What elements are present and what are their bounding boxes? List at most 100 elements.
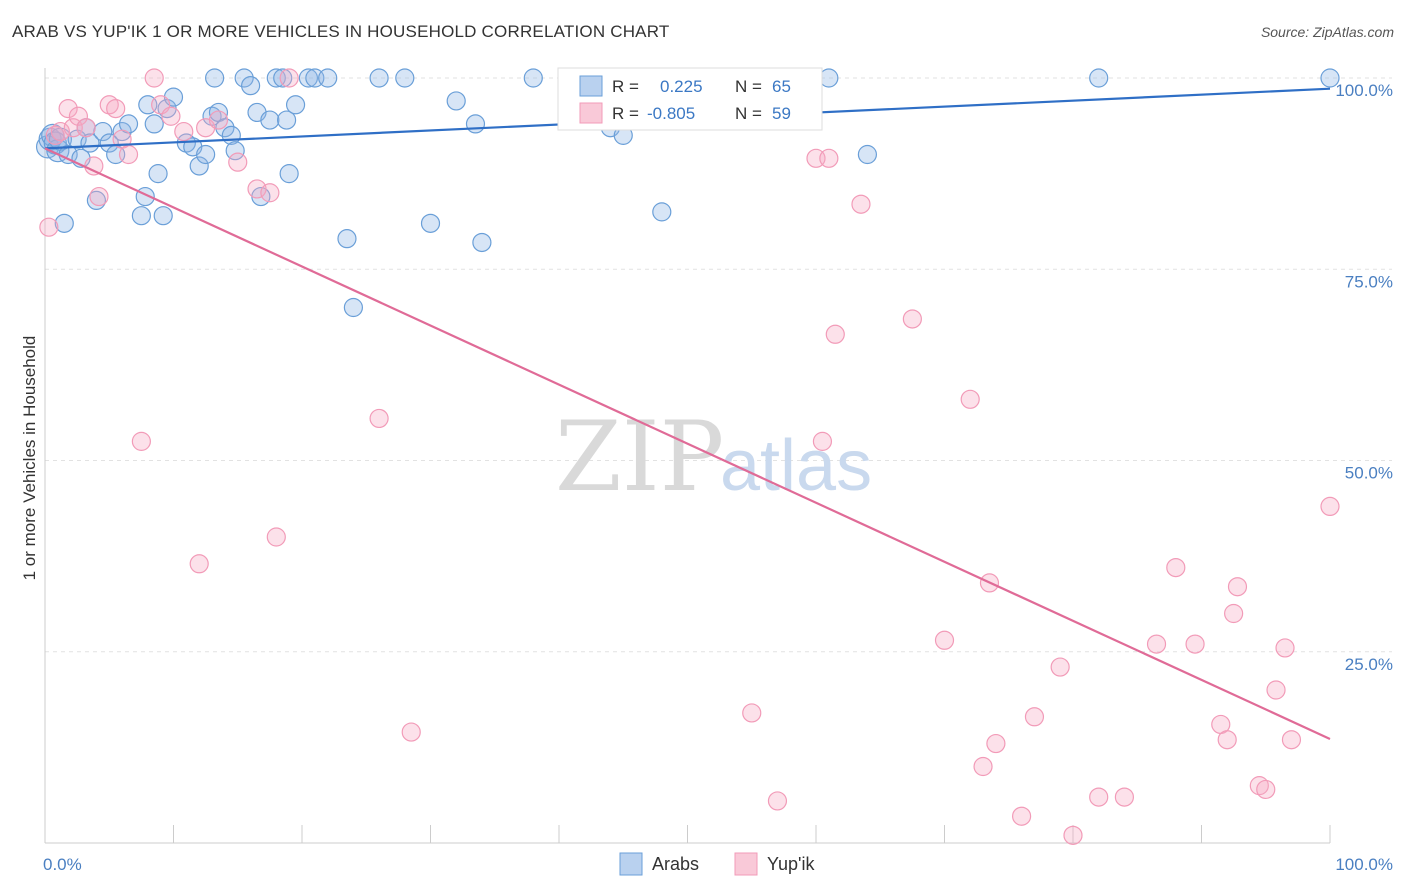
arabs-point: [144, 114, 164, 134]
series-legend-swatch-yupik: [734, 852, 758, 876]
yupik-point: [1063, 825, 1083, 845]
yupik-point: [369, 408, 389, 429]
yupik-point: [161, 106, 181, 126]
yupik-point: [934, 630, 955, 650]
yupik-point: [189, 554, 209, 574]
arabs-point: [54, 213, 74, 233]
yupik-point: [960, 389, 980, 409]
yupik-point: [118, 144, 139, 165]
yupik-point: [174, 121, 194, 142]
legend-n-label-arabs: N =: [735, 77, 762, 96]
yupik-point: [1217, 730, 1237, 750]
yupik-point: [986, 733, 1006, 754]
legend-swatch-yupik: [579, 102, 603, 124]
chart-source: Source: ZipAtlas.com: [1260, 24, 1394, 40]
yupik-point: [106, 98, 126, 119]
arabs-point: [131, 206, 151, 226]
arabs-point: [215, 118, 235, 138]
legend-swatch-arabs: [579, 75, 603, 97]
yupik-trend-line: [44, 147, 1331, 740]
arabs-point: [285, 95, 306, 115]
yupik-point: [39, 217, 59, 237]
arabs-point: [276, 110, 297, 130]
x-tick-labels: 0.0% 100.0%: [43, 855, 1393, 874]
y-tick-label: 50.0%: [1345, 464, 1393, 483]
yupik-point: [228, 152, 248, 172]
y-tick-label: 25.0%: [1345, 655, 1393, 674]
yupik-point: [131, 431, 151, 451]
series-legend-label-yupik: Yup'ik: [767, 854, 815, 874]
legend-r-label-yupik: R =: [612, 104, 639, 123]
yupik-point: [1266, 680, 1286, 700]
arabs-point: [225, 141, 245, 161]
watermark: ZIP atlas: [555, 401, 872, 513]
arabs-point: [472, 232, 492, 253]
legend-n-label-yupik: N =: [735, 104, 762, 123]
y-tick-label: 100.0%: [1335, 81, 1393, 100]
yupik-point: [260, 183, 280, 203]
arabs-point: [273, 68, 293, 88]
x-tick-label: 0.0%: [43, 855, 82, 874]
arabs-point: [205, 68, 225, 88]
arabs-point: [819, 68, 839, 88]
arabs-point: [337, 229, 357, 249]
watermark-zip: ZIP: [555, 401, 724, 513]
arabs-point: [318, 68, 338, 88]
yupik-point: [76, 118, 96, 138]
yupik-point: [1320, 496, 1340, 516]
y-tick-labels: 25.0% 50.0% 75.0% 100.0%: [1335, 81, 1393, 674]
axes: [44, 68, 1331, 844]
arabs-point: [99, 133, 119, 153]
arabs-point: [420, 213, 441, 233]
legend-n-value-arabs: 65: [772, 77, 791, 96]
arabs-point: [857, 144, 878, 165]
arabs-point: [112, 121, 132, 142]
yupik-point: [973, 756, 993, 777]
arabs-point: [279, 164, 299, 184]
arabs-point: [395, 68, 415, 88]
legend-r-value-arabs: 0.225: [660, 77, 703, 96]
series-legend-swatch-arabs: [619, 852, 643, 876]
arabs-point: [369, 68, 389, 88]
arabs-point: [298, 68, 319, 88]
yupik-point: [45, 125, 65, 145]
yupik-point: [89, 186, 109, 207]
arabs-point: [652, 202, 672, 222]
yupik-point: [50, 121, 71, 142]
arabs-point: [343, 297, 363, 318]
yupik-point: [1227, 577, 1248, 597]
y-axis-label: 1 or more Vehicles in Household: [20, 336, 39, 581]
yupik-point: [851, 194, 871, 214]
yupik-point: [279, 68, 299, 88]
yupik-point: [247, 179, 267, 199]
yupik-point: [58, 98, 78, 119]
arabs-point: [196, 144, 216, 165]
yupik-point: [1166, 557, 1186, 578]
arabs-point: [260, 110, 280, 130]
legend-r-label-arabs: R =: [612, 77, 639, 96]
arabs-point: [465, 114, 486, 134]
yupik-point: [812, 431, 833, 451]
yupik-point: [1089, 787, 1109, 807]
correlation-legend: R = 0.225 N = 65 R = -0.805 N = 59: [557, 67, 823, 131]
arabs-point: [148, 164, 168, 184]
yupik-point: [68, 106, 89, 126]
legend-n-value-yupik: 59: [772, 104, 791, 123]
x-tick-label: 100.0%: [1335, 855, 1393, 874]
yupik-point: [84, 156, 104, 176]
yupik-point: [825, 324, 845, 344]
arabs-point: [446, 91, 466, 111]
yupik-point: [902, 309, 922, 329]
yupik-point: [742, 703, 762, 723]
yupik-point: [1011, 806, 1032, 826]
gridlines: [45, 77, 1392, 653]
arabs-point: [1089, 68, 1109, 88]
yupik-point: [208, 110, 229, 130]
series-legend: Arabs Yup'ik: [619, 852, 815, 876]
yupik-point: [1050, 657, 1070, 677]
yupik-point: [266, 527, 286, 547]
series-legend-label-arabs: Arabs: [652, 854, 699, 874]
arabs-point: [523, 68, 543, 88]
yupik-point: [1256, 779, 1276, 800]
arabs-point: [153, 206, 173, 226]
